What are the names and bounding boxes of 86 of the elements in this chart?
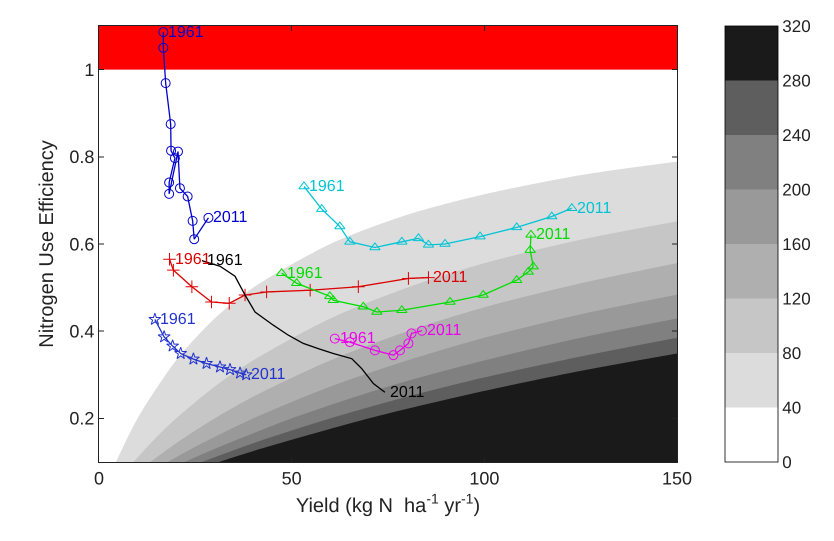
point xyxy=(358,302,370,310)
annotation: 2011 xyxy=(577,200,612,217)
point xyxy=(170,153,180,164)
x-axis-title: Yield (kg N ha$^{-1}$ yr$^{-1}$) xyxy=(296,490,480,518)
point xyxy=(222,296,236,310)
point xyxy=(158,27,168,38)
annotation: 1961 xyxy=(309,178,345,195)
point xyxy=(166,339,180,352)
annotation: 2011 xyxy=(433,269,468,286)
point xyxy=(189,234,200,244)
point xyxy=(344,236,356,245)
x-tick-label: 100 xyxy=(469,468,500,489)
point xyxy=(166,146,176,156)
y-tick-label: 0.2 xyxy=(69,408,94,429)
annotation: 1961 xyxy=(287,265,323,282)
x-tick-label: 0 xyxy=(94,468,104,489)
point xyxy=(214,360,226,373)
x-tick-label: 50 xyxy=(282,468,302,489)
y-tick-label: 0.8 xyxy=(69,147,94,168)
annotation: 1961 xyxy=(168,24,204,41)
point xyxy=(182,191,193,202)
point xyxy=(166,119,176,130)
annotation: 1961 xyxy=(160,311,196,328)
point xyxy=(369,242,381,250)
annotation: 2011 xyxy=(390,384,425,401)
point xyxy=(238,288,252,302)
point xyxy=(422,240,434,248)
point xyxy=(303,283,317,298)
point xyxy=(388,350,398,360)
annotation: 2011 xyxy=(251,366,286,383)
point xyxy=(160,78,171,88)
point xyxy=(164,178,174,188)
point xyxy=(224,362,236,376)
annotation: 2011 xyxy=(536,226,571,243)
color-bar-label: 80 xyxy=(782,344,802,363)
point xyxy=(188,216,198,226)
y-axis-title: Nitrogen Use Efficiency xyxy=(36,140,58,348)
annotation: 1961 xyxy=(340,330,376,347)
point xyxy=(174,346,188,360)
color-bar-label: 0 xyxy=(782,452,792,472)
point xyxy=(352,280,366,294)
point xyxy=(260,285,274,299)
point xyxy=(406,328,417,338)
x-tick-label: 150 xyxy=(662,468,692,489)
point xyxy=(402,272,416,286)
point xyxy=(403,338,414,348)
point xyxy=(370,345,380,356)
point xyxy=(200,356,213,370)
point xyxy=(416,326,427,336)
point xyxy=(164,188,174,199)
point xyxy=(186,352,200,365)
point xyxy=(412,233,424,242)
point xyxy=(298,181,310,190)
point xyxy=(203,212,214,223)
y-tick-label: 0.6 xyxy=(69,234,94,254)
color-bar-label: 240 xyxy=(782,126,811,145)
annotation: 2011 xyxy=(427,322,462,339)
point xyxy=(330,334,340,344)
point xyxy=(174,183,185,194)
point xyxy=(158,330,171,342)
color-bar-label: 200 xyxy=(782,180,811,200)
color-bar-label: 120 xyxy=(782,289,811,308)
color-bar-label: 160 xyxy=(782,234,811,254)
point xyxy=(204,295,218,309)
point xyxy=(396,236,408,245)
point xyxy=(444,296,456,305)
point xyxy=(522,266,534,275)
point xyxy=(324,291,336,300)
point xyxy=(511,222,522,230)
point xyxy=(148,312,162,326)
point xyxy=(394,345,405,356)
color-bar-label: 320 xyxy=(782,16,811,36)
point xyxy=(158,42,168,53)
y-tick-label: 0.4 xyxy=(69,322,94,342)
point xyxy=(525,230,537,238)
annotation: 2011 xyxy=(213,209,248,226)
point xyxy=(396,305,408,314)
point xyxy=(166,263,180,277)
annotation: 1961 xyxy=(207,252,243,269)
point xyxy=(234,366,247,379)
y-tick-label: 1 xyxy=(84,60,94,80)
point xyxy=(172,146,183,157)
point xyxy=(162,252,176,266)
color-bar-label: 40 xyxy=(782,398,802,418)
color-bar-label: 280 xyxy=(782,71,811,90)
point xyxy=(185,280,199,294)
